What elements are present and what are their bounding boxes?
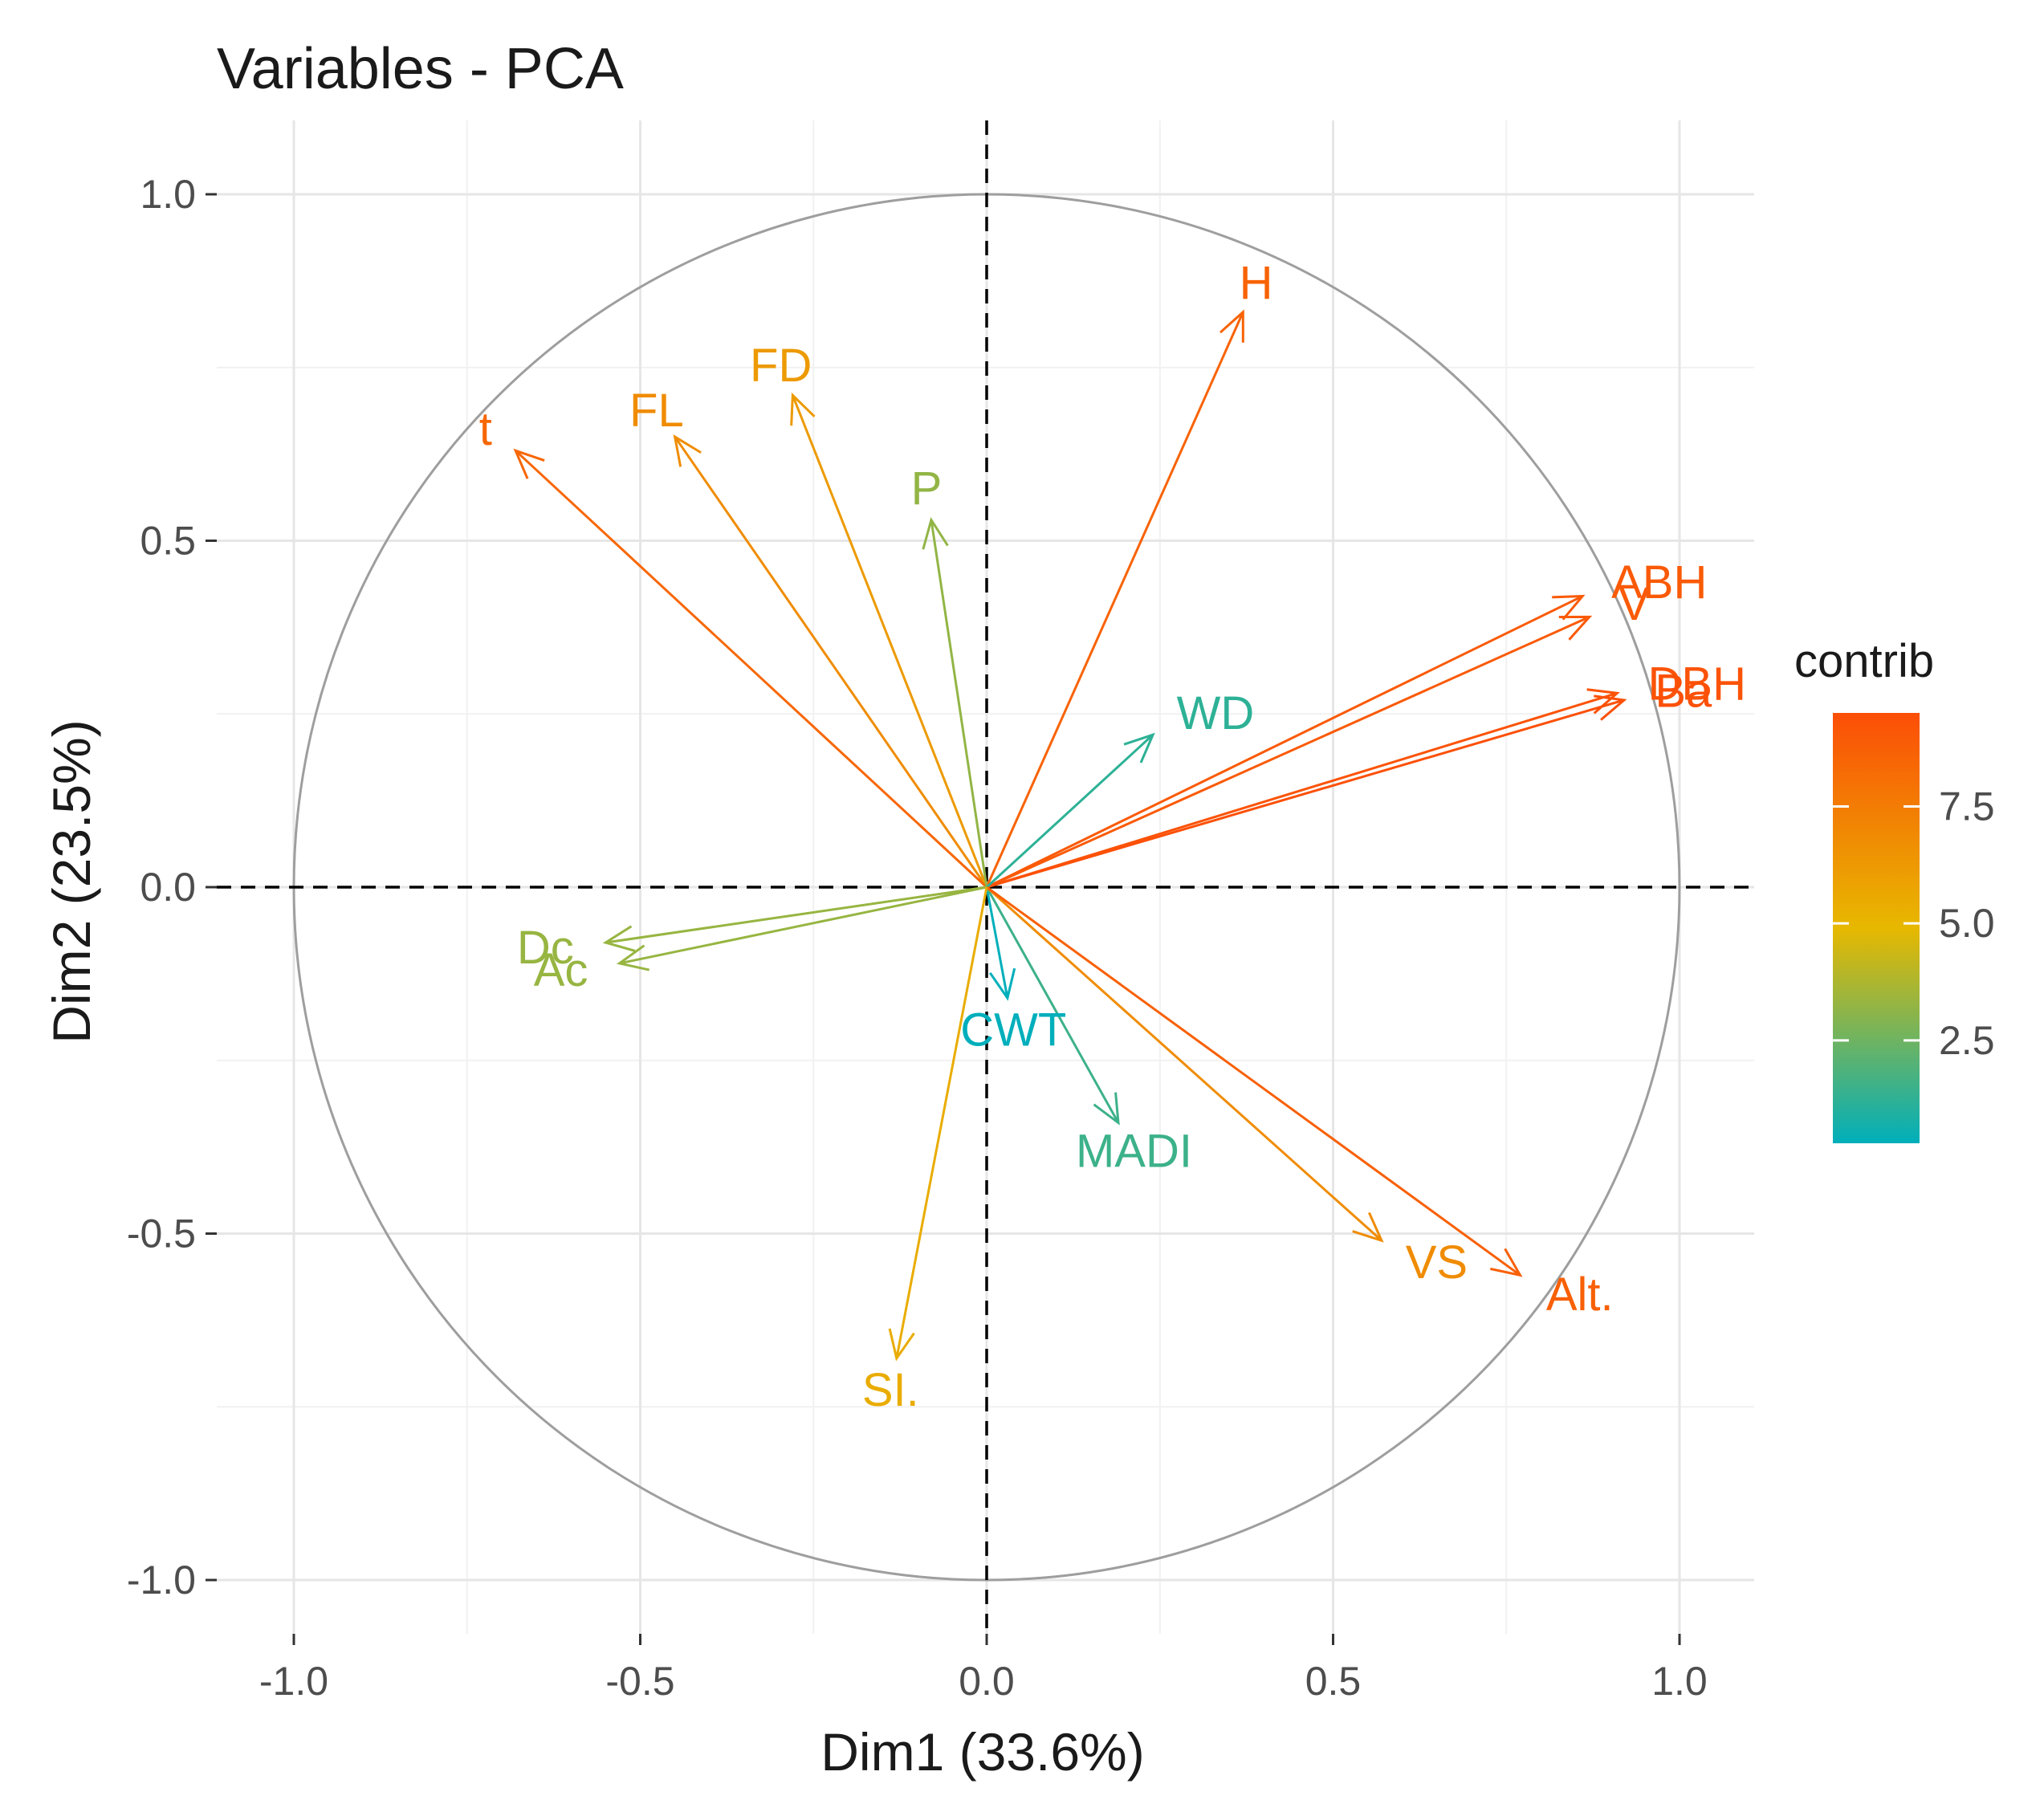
arrow-dc — [602, 886, 987, 952]
variable-label: Ac — [534, 944, 588, 996]
arrow-vs — [985, 886, 1384, 1243]
x-axis: -1.0 -0.5 0.0 0.5 1.0 — [259, 1634, 1708, 1704]
variable-label: Alt. — [1546, 1269, 1614, 1321]
variable-label: DBH — [1648, 658, 1746, 711]
y-axis: -1.0 -0.5 0.0 0.5 1.0 — [127, 172, 217, 1602]
legend-tick-label: 7.5 — [1939, 784, 1995, 829]
variable-label: FL — [629, 385, 684, 437]
variable-label: MADI — [1076, 1125, 1192, 1177]
arrow-head — [989, 967, 1016, 1001]
legend-title: contrib — [1794, 635, 1934, 687]
variable-label: ABH — [1611, 556, 1707, 609]
variable-label: Ba — [1655, 666, 1712, 718]
arrow-dbh — [986, 688, 1620, 889]
arrow-ac — [617, 886, 987, 971]
variable-label: P — [911, 462, 943, 515]
arrow-shaft — [986, 886, 1521, 1277]
x-tick-label: 0.5 — [1305, 1659, 1362, 1704]
y-tick-label: 0.5 — [140, 519, 196, 564]
arrow-shaft — [515, 450, 988, 889]
variable-arrows — [513, 309, 1627, 1362]
arrow-shaft — [930, 519, 988, 888]
variable-label: CWT — [960, 1004, 1066, 1056]
arrow-si — [888, 886, 988, 1362]
arrow-shaft — [985, 312, 1244, 888]
chart-title: Variables - PCA — [217, 37, 624, 101]
arrow-cwt — [985, 886, 1016, 1001]
variable-label: t — [479, 403, 492, 455]
arrow-alt — [986, 886, 1523, 1277]
legend-ticks: 2.5 5.0 7.5 — [1833, 784, 1995, 1063]
variable-label: V — [1619, 578, 1650, 630]
y-tick-label: -0.5 — [127, 1212, 196, 1256]
arrow-head — [1552, 594, 1586, 621]
contrib-legend: contrib 2.5 5.0 7.5 — [1794, 635, 1995, 1143]
y-axis-title: Dim2 (23.5%) — [42, 719, 101, 1043]
arrow-shaft — [985, 886, 1009, 999]
arrow-shaft — [986, 698, 1625, 889]
arrow-shaft — [895, 886, 988, 1359]
arrow-wd — [985, 732, 1155, 889]
x-tick-label: 0.0 — [959, 1659, 1015, 1704]
arrow-madi — [985, 886, 1120, 1126]
arrow-v — [986, 615, 1593, 889]
variable-label: WD — [1177, 687, 1255, 739]
arrow-head — [602, 925, 636, 952]
variable-label: VS — [1406, 1236, 1468, 1289]
arrow-head — [1219, 309, 1244, 343]
arrow-head — [513, 448, 545, 479]
legend-tick-label: 5.0 — [1939, 901, 1995, 946]
x-axis-title: Dim1 (33.6%) — [820, 1722, 1144, 1782]
arrow-abh — [986, 594, 1586, 889]
arrow-head — [1490, 1248, 1523, 1277]
arrow-shaft — [791, 394, 988, 888]
variable-label: H — [1240, 257, 1273, 309]
arrow-head — [673, 434, 702, 467]
arrow-head — [888, 1328, 915, 1362]
arrow-shaft — [674, 436, 988, 888]
x-tick-label: -1.0 — [259, 1659, 328, 1704]
legend-colorbar — [1833, 713, 1920, 1143]
arrow-ba — [986, 694, 1627, 889]
arrow-head — [1093, 1092, 1120, 1126]
y-tick-label: 0.0 — [140, 865, 196, 910]
arrow-head — [1558, 615, 1593, 641]
arrow-shaft — [986, 691, 1618, 889]
arrow-fd — [790, 392, 988, 888]
variable-label: SI. — [862, 1364, 919, 1416]
arrow-shaft — [986, 616, 1590, 889]
arrow-shaft — [986, 595, 1583, 889]
arrow-p — [922, 516, 988, 888]
arrow-head — [1123, 732, 1155, 764]
arrow-fl — [673, 434, 988, 888]
y-tick-label: 1.0 — [140, 172, 196, 217]
arrow-head — [790, 392, 816, 426]
arrow-head — [1352, 1212, 1384, 1243]
arrow-shaft — [985, 886, 1120, 1124]
arrow-shaft — [619, 886, 987, 965]
variable-label: Dc — [517, 922, 574, 974]
arrow-t — [513, 448, 988, 889]
x-tick-label: -0.5 — [605, 1659, 674, 1704]
arrow-head — [617, 944, 650, 971]
arrow-shaft — [985, 734, 1154, 889]
arrow-shaft — [605, 886, 987, 944]
arrow-head — [1594, 694, 1627, 721]
x-tick-label: 1.0 — [1651, 1659, 1708, 1704]
arrow-shaft — [985, 886, 1382, 1242]
y-tick-label: -1.0 — [127, 1558, 196, 1602]
arrow-head — [922, 516, 949, 550]
variable-label: FD — [750, 340, 812, 392]
arrow-h — [985, 309, 1244, 888]
legend-tick-label: 2.5 — [1939, 1018, 1995, 1063]
